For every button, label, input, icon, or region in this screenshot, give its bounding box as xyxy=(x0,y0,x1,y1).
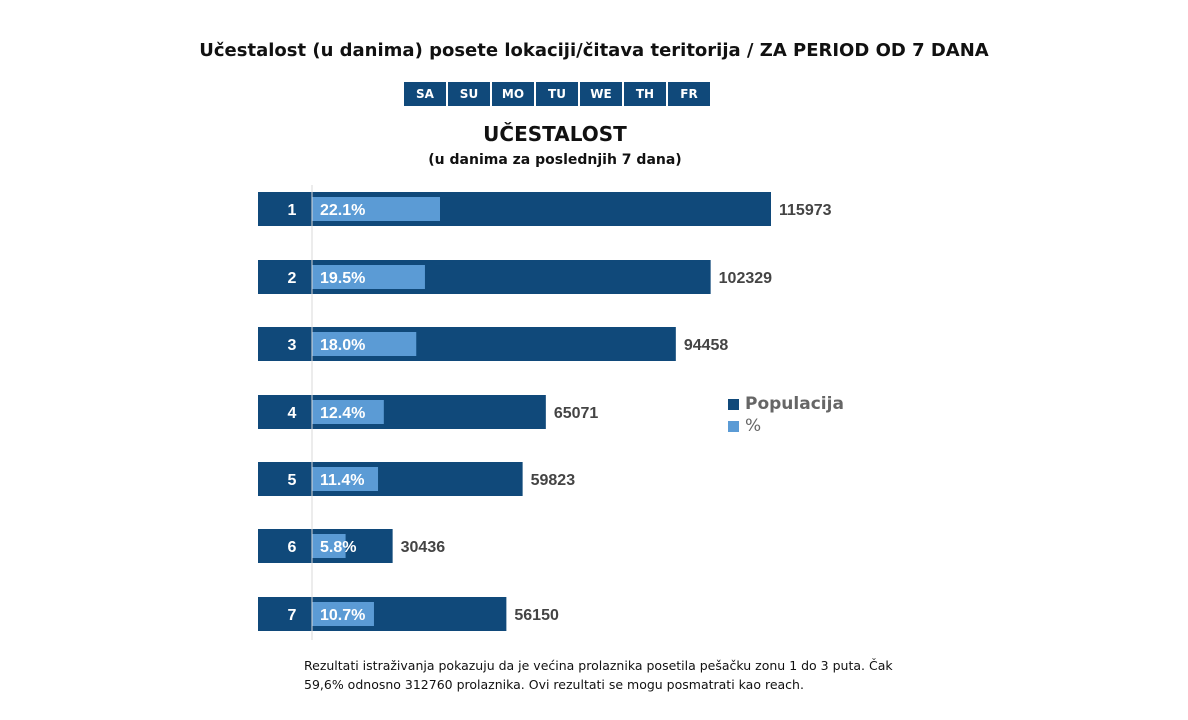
slide-title: Učestalost (u danima) posete lokaciji/či… xyxy=(199,40,989,61)
population-bar xyxy=(258,395,546,429)
legend-label: % xyxy=(745,416,762,436)
category-label: 7 xyxy=(288,607,297,624)
day-tu: TU xyxy=(536,82,578,106)
day-fr: FR xyxy=(668,82,710,106)
chart-subtitle: (u danima za poslednjih 7 dana) xyxy=(428,152,682,168)
percent-bar xyxy=(312,467,379,491)
percent-bar xyxy=(312,265,425,289)
legend-item-percent: % xyxy=(728,415,844,437)
population-label: 102329 xyxy=(719,270,772,287)
day-mo: MO xyxy=(492,82,534,106)
percent-label: 12.4% xyxy=(320,405,365,422)
population-label: 65071 xyxy=(554,405,599,422)
population-label: 56150 xyxy=(514,607,559,624)
percent-label: 11.4% xyxy=(320,472,364,489)
percent-bar xyxy=(312,534,346,558)
category-label: 2 xyxy=(288,270,297,287)
population-bar xyxy=(258,597,507,631)
day-we: WE xyxy=(580,82,622,106)
day-sa: SA xyxy=(404,82,446,106)
category-label: 5 xyxy=(288,472,297,489)
legend-swatch-population xyxy=(728,398,739,410)
legend-item-population: Populacija xyxy=(728,393,844,415)
population-label: 115973 xyxy=(779,202,832,219)
population-label: 59823 xyxy=(531,472,576,489)
percent-bar xyxy=(312,400,384,424)
legend-swatch-percent xyxy=(728,420,739,432)
legend: Populacija % xyxy=(728,393,844,437)
chart-title: UČESTALOST xyxy=(483,122,627,146)
day-th: TH xyxy=(624,82,666,106)
percent-label: 10.7% xyxy=(320,607,365,624)
category-label: 3 xyxy=(288,337,297,354)
percent-label: 19.5% xyxy=(320,270,365,287)
footnote: Rezultati istraživanja pokazuju da je ve… xyxy=(304,658,893,692)
category-label: 6 xyxy=(288,539,297,556)
percent-bar xyxy=(312,602,374,626)
percent-bar xyxy=(312,197,440,221)
category-label: 1 xyxy=(288,202,297,219)
population-bar xyxy=(258,462,523,496)
population-label: 94458 xyxy=(684,337,729,354)
day-strip: SA SU MO TU WE TH FR xyxy=(404,82,710,106)
category-label: 4 xyxy=(288,405,297,422)
legend-label: Populacija xyxy=(745,394,844,414)
percent-label: 18.0% xyxy=(320,337,365,354)
percent-label: 5.8% xyxy=(320,539,356,556)
population-label: 30436 xyxy=(401,539,446,556)
percent-label: 22.1% xyxy=(320,202,365,219)
percent-bar xyxy=(312,332,417,356)
day-su: SU xyxy=(448,82,490,106)
